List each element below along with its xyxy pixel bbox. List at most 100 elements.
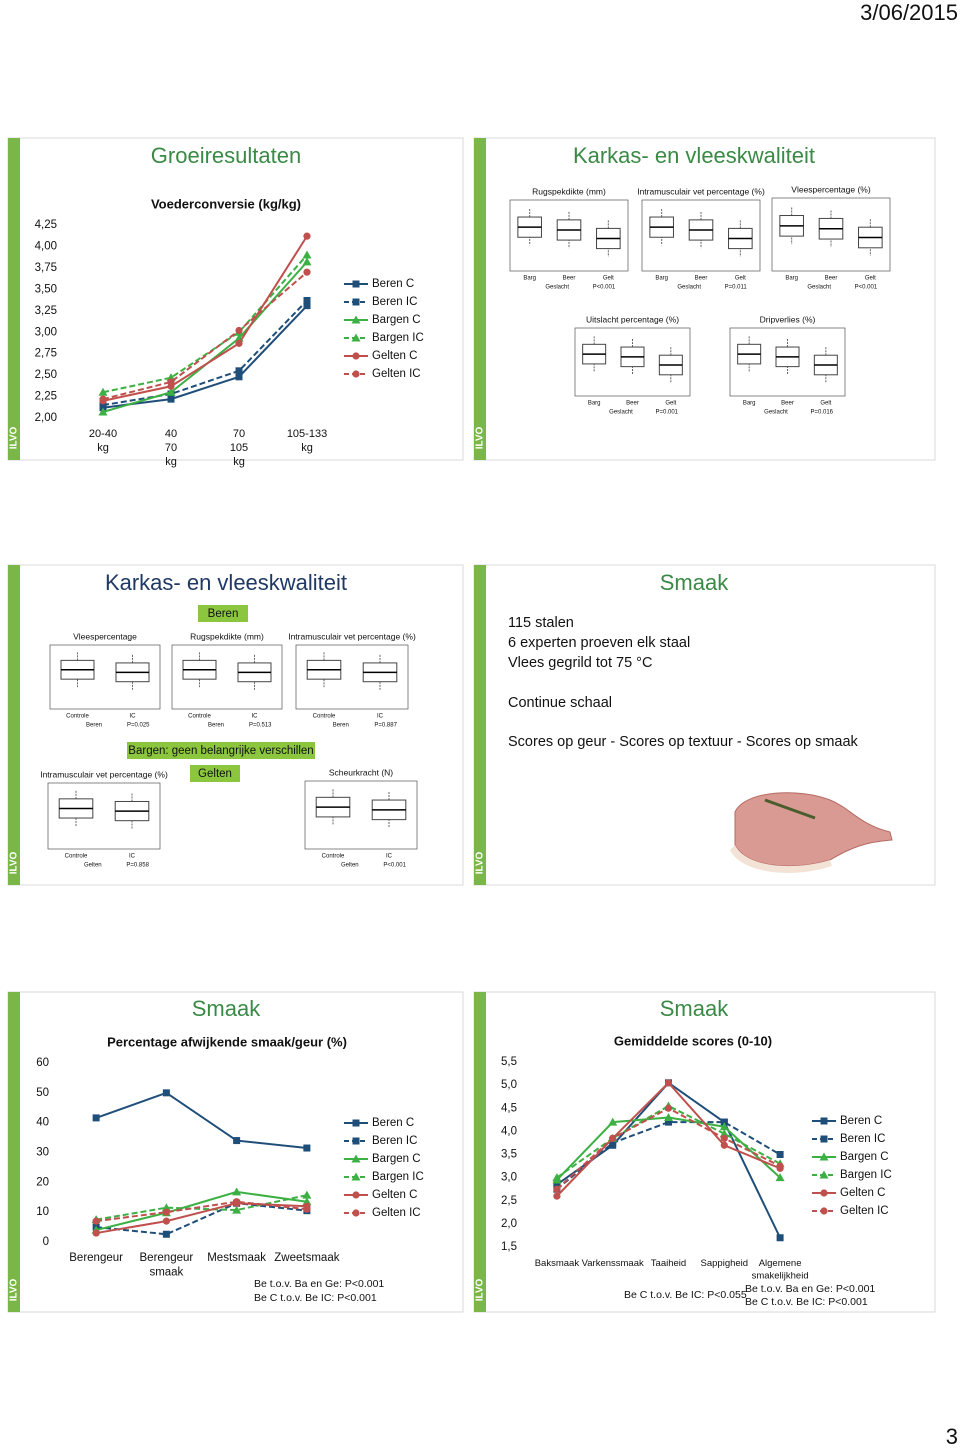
marker (303, 1144, 311, 1152)
group-label: Beer (825, 276, 838, 282)
group-label: IC (129, 854, 136, 860)
note: Be t.o.v. Ba en Ge: P<0.001 (745, 1283, 875, 1295)
group-label: Controle (313, 714, 336, 720)
slide-frame (473, 137, 936, 461)
marker (162, 1089, 170, 1097)
marker (302, 257, 312, 266)
marker (352, 1137, 360, 1145)
group-label: Beer (695, 276, 708, 282)
sidebar (8, 138, 20, 460)
p-value: P<0.001 (383, 863, 406, 869)
marker (820, 1117, 828, 1125)
y-tick-label: 5,0 (501, 1079, 517, 1091)
legend-label: Gelten IC (372, 368, 421, 380)
x-tick-label: Sappigheid (701, 1258, 749, 1269)
sidebar-label: ILVO (9, 1278, 20, 1301)
slide-title: Karkas- en vleeskwaliteit (105, 570, 347, 595)
slide-title: Groeiresultaten (151, 143, 301, 168)
panel-axes (304, 780, 418, 850)
marker (92, 1229, 100, 1237)
marker (235, 367, 243, 375)
marker (352, 1191, 360, 1199)
marker (232, 1205, 242, 1214)
y-tick-label: 2,75 (35, 348, 57, 360)
y-tick-label: 3,25 (35, 305, 57, 317)
group-highlight: Bargen: geen belangrijke verschillen (128, 745, 313, 757)
body-text: Scores op geur - Scores op textuur - Sco… (508, 734, 859, 750)
sidebar (474, 138, 486, 460)
marker (99, 401, 107, 409)
marker (664, 1079, 673, 1087)
y-tick-label: 40 (36, 1117, 49, 1129)
note: Be C t.o.v. Be IC: P<0.001 (254, 1292, 377, 1304)
y-tick-label: 3,50 (35, 283, 57, 295)
marker (233, 1137, 241, 1145)
legend-label: Bargen C (372, 314, 421, 326)
x-tick-label: 70 105 kg (230, 428, 248, 468)
marker (232, 1187, 242, 1196)
marker (719, 1122, 729, 1131)
legend-label: Bargen IC (840, 1169, 892, 1181)
marker (665, 1118, 672, 1126)
panel-xlabel: Beren (333, 723, 349, 729)
marker (352, 280, 360, 288)
legend-label: Bargen C (840, 1151, 889, 1163)
panel-axes (574, 327, 691, 397)
series-line (95, 1091, 307, 1150)
marker (303, 268, 311, 276)
marker (162, 1208, 170, 1216)
y-tick-label: 1,5 (501, 1241, 517, 1253)
legend-label: Gelten IC (840, 1205, 889, 1217)
group-label: IC (130, 714, 137, 720)
legend-label: Gelten C (372, 1189, 417, 1201)
sidebar-label: ILVO (475, 426, 486, 449)
page-number: 3 (946, 1424, 958, 1449)
p-value: P<0.001 (593, 285, 616, 291)
legend-label: Beren C (840, 1115, 882, 1127)
p-value: P=0.858 (126, 863, 149, 869)
slide-title: Smaak (660, 996, 729, 1021)
group-label: Controle (322, 854, 345, 860)
series-line (102, 254, 308, 394)
marker (664, 1113, 673, 1121)
chart-title: Gemiddelde scores (0-10) (614, 1033, 772, 1048)
label-box (190, 765, 240, 782)
x-tick-label: Berengeur smaak (140, 1252, 194, 1279)
y-tick-label: 4,5 (501, 1102, 517, 1114)
group-label: Barg (743, 401, 756, 407)
slide-frame (7, 137, 464, 461)
marker (233, 1198, 241, 1206)
y-tick-label: 60 (36, 1057, 49, 1069)
sidebar (474, 992, 486, 1312)
legend-label: Beren IC (372, 296, 417, 308)
y-tick-label: 50 (36, 1087, 49, 1099)
p-value: P<0.001 (855, 285, 878, 291)
panel-xlabel: Geslacht (609, 410, 633, 416)
panel-axes (47, 782, 161, 850)
group-label: Beer (781, 401, 794, 407)
x-tick-label: Mestsmaak (207, 1252, 266, 1264)
y-tick-label: 4,0 (501, 1125, 517, 1137)
panel-title: Intramusculair vet percentage (%) (288, 631, 416, 641)
series-line (102, 299, 308, 407)
marker (303, 1205, 311, 1213)
group-label: IC (377, 714, 384, 720)
group-label: IC (252, 714, 259, 720)
legend-label: Beren C (372, 1117, 414, 1129)
p-value: P=0.513 (249, 723, 272, 729)
p-value: P=0.016 (811, 410, 834, 416)
marker (351, 1172, 361, 1181)
y-tick-label: 5,5 (501, 1056, 517, 1068)
marker (235, 326, 243, 335)
marker (352, 298, 360, 306)
body-text: Vlees gegrild tot 75 °C (508, 655, 652, 671)
panel-axes (171, 644, 283, 710)
y-tick-label: 2,25 (35, 391, 57, 403)
marker (167, 378, 175, 386)
marker (352, 352, 360, 360)
label-box (127, 742, 315, 759)
marker (166, 387, 176, 396)
marker (820, 1189, 828, 1197)
marker (92, 1114, 100, 1122)
